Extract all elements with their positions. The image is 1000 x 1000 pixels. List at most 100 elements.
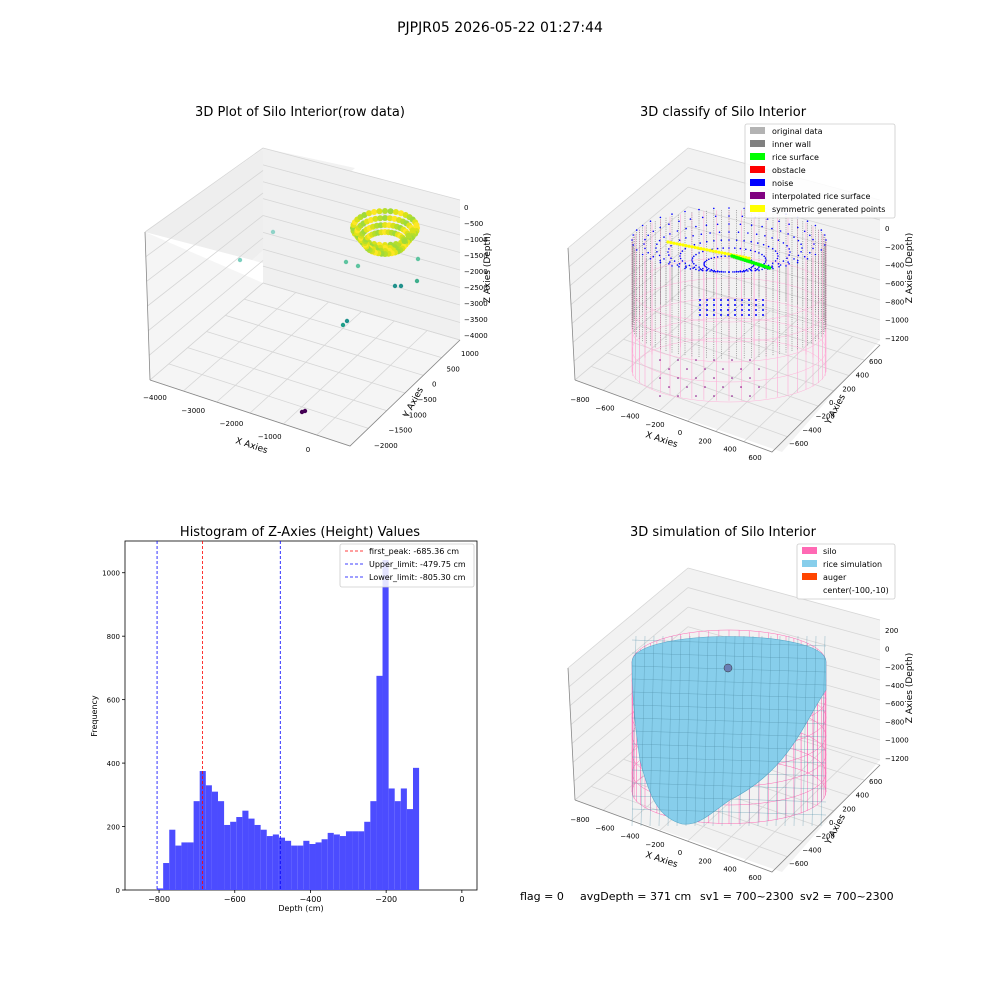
p2-interp-518 — [659, 395, 661, 397]
p2-noise-330 — [763, 262, 765, 265]
p2-noise-242 — [771, 227, 773, 230]
histogram-bar-28 — [327, 832, 334, 890]
p1-point-153 — [340, 322, 346, 328]
histogram-bar-16 — [254, 824, 261, 890]
p4-center-marker — [723, 663, 733, 673]
p2-interp-495 — [677, 359, 679, 361]
p2-noise-168 — [813, 243, 815, 245]
p2-noise-337 — [734, 271, 736, 273]
p2-noise-367 — [764, 257, 767, 259]
p2-noise-229 — [656, 243, 658, 245]
p2-sym-464 — [714, 250, 718, 254]
p2-noise-333 — [754, 267, 756, 270]
histogram-bar-23 — [297, 845, 304, 890]
p2-noise-156 — [698, 208, 700, 211]
p4-mesh-v-20 — [811, 635, 817, 827]
p2-noise-363 — [754, 250, 756, 253]
p1-z-tick-0: 0 — [464, 204, 468, 212]
p3-x-tick-1: −600 — [224, 895, 246, 904]
p2-noise-232 — [669, 233, 671, 235]
histogram-bar-2 — [169, 829, 176, 890]
p2-noise-181 — [689, 268, 692, 270]
p2-noise-141 — [684, 267, 686, 270]
histogram-bar-10 — [218, 801, 225, 890]
p2-legend-label-3: obstacle — [772, 166, 806, 175]
p2-interp-501 — [686, 368, 688, 370]
p1-z-tick-7: −3500 — [464, 316, 488, 324]
p2-noise-224 — [669, 261, 671, 263]
p2-interp-512 — [668, 386, 670, 388]
p2-noise-315 — [706, 240, 708, 243]
p2-noise-424 — [741, 304, 743, 306]
p4-legend-label-1: rice simulation — [823, 560, 882, 569]
histogram-bar-40 — [400, 788, 407, 890]
p4-mesh-v-15 — [766, 635, 772, 827]
p2-noise-201 — [766, 218, 769, 220]
panel1-title: 3D Plot of Silo Interior(row data) — [195, 105, 405, 120]
histogram-bar-15 — [248, 818, 255, 890]
p2-noise-267 — [668, 254, 670, 256]
histogram-bar-3 — [175, 845, 182, 890]
panel1-gridlines — [144, 147, 461, 447]
p2-noise-290 — [774, 260, 777, 262]
p2-noise-427 — [762, 304, 764, 306]
p2-noise-397 — [724, 255, 726, 257]
panel2-z-label: Z Axies (Depth) — [905, 233, 915, 304]
p2-noise-129 — [824, 244, 826, 246]
p1-y-tick-4: −1000 — [403, 411, 427, 419]
p2-noise-144 — [649, 258, 652, 260]
p3-x-tick-2: −400 — [299, 895, 321, 904]
p2-noise-133 — [796, 261, 799, 264]
p4-mesh-v-21 — [820, 635, 826, 827]
p1-point-30 — [398, 210, 404, 217]
p2-sym-457 — [693, 245, 697, 249]
p2-noise-142 — [671, 265, 673, 267]
histogram-bar-17 — [260, 829, 267, 890]
p2-noise-146 — [635, 249, 638, 251]
p4-mesh-h-5 — [631, 704, 827, 712]
p2-noise-195 — [689, 218, 692, 220]
histogram-bar-36 — [376, 675, 383, 890]
p2-sym-461 — [705, 248, 709, 252]
p2-noise-228 — [655, 247, 657, 249]
panel4-surface — [631, 629, 827, 827]
p2-noise-158 — [728, 207, 730, 209]
p2-noise-332 — [758, 266, 760, 268]
p2-noise-259 — [718, 271, 721, 273]
p2-noise-433 — [734, 309, 736, 311]
p2-interp-510 — [731, 377, 733, 379]
p2-noise-136 — [758, 269, 760, 272]
p2-noise-263 — [685, 265, 687, 267]
p2-noise-255 — [755, 269, 758, 271]
p2-interp-514 — [704, 386, 706, 388]
p2-noise-212 — [787, 261, 789, 263]
p4-z-tick-2: −200 — [885, 664, 904, 672]
histogram-bar-30 — [339, 836, 346, 890]
p2-noise-440 — [713, 314, 715, 316]
histogram-bar-12 — [230, 821, 237, 890]
p2-legend-label-5: interpolated rice surface — [772, 192, 870, 201]
p4-x-tick-6: 400 — [723, 866, 736, 874]
histogram-bar-32 — [352, 831, 359, 890]
p2-x-tick-2: −400 — [620, 413, 639, 421]
p2-noise-234 — [685, 227, 687, 230]
p2-noise-314 — [699, 242, 701, 244]
p1-point-29 — [392, 209, 399, 215]
p2-noise-186 — [647, 251, 649, 254]
p2-noise-237 — [716, 223, 719, 226]
panel-simulation: 3D simulation of Silo Interior −800−600−… — [567, 525, 915, 882]
p2-noise-280 — [747, 232, 749, 234]
p2-noise-408 — [699, 299, 701, 301]
p1-point-147 — [355, 263, 361, 269]
histogram-bar-5 — [187, 842, 194, 890]
p2-noise-210 — [797, 254, 800, 257]
p1-z-tick-5: −2500 — [464, 284, 488, 292]
p2-noise-389 — [703, 261, 706, 264]
p2-noise-444 — [741, 314, 743, 316]
p3-x-tick-3: −200 — [375, 895, 397, 904]
panel2-z-ticks: 0 −200 −400 −600 −800 −1000 −1200 — [885, 225, 909, 343]
p2-noise-260 — [709, 270, 711, 272]
p4-mesh-h-4 — [631, 691, 827, 699]
p2-y-tick-6: −600 — [789, 440, 808, 448]
p2-noise-130 — [820, 249, 823, 251]
